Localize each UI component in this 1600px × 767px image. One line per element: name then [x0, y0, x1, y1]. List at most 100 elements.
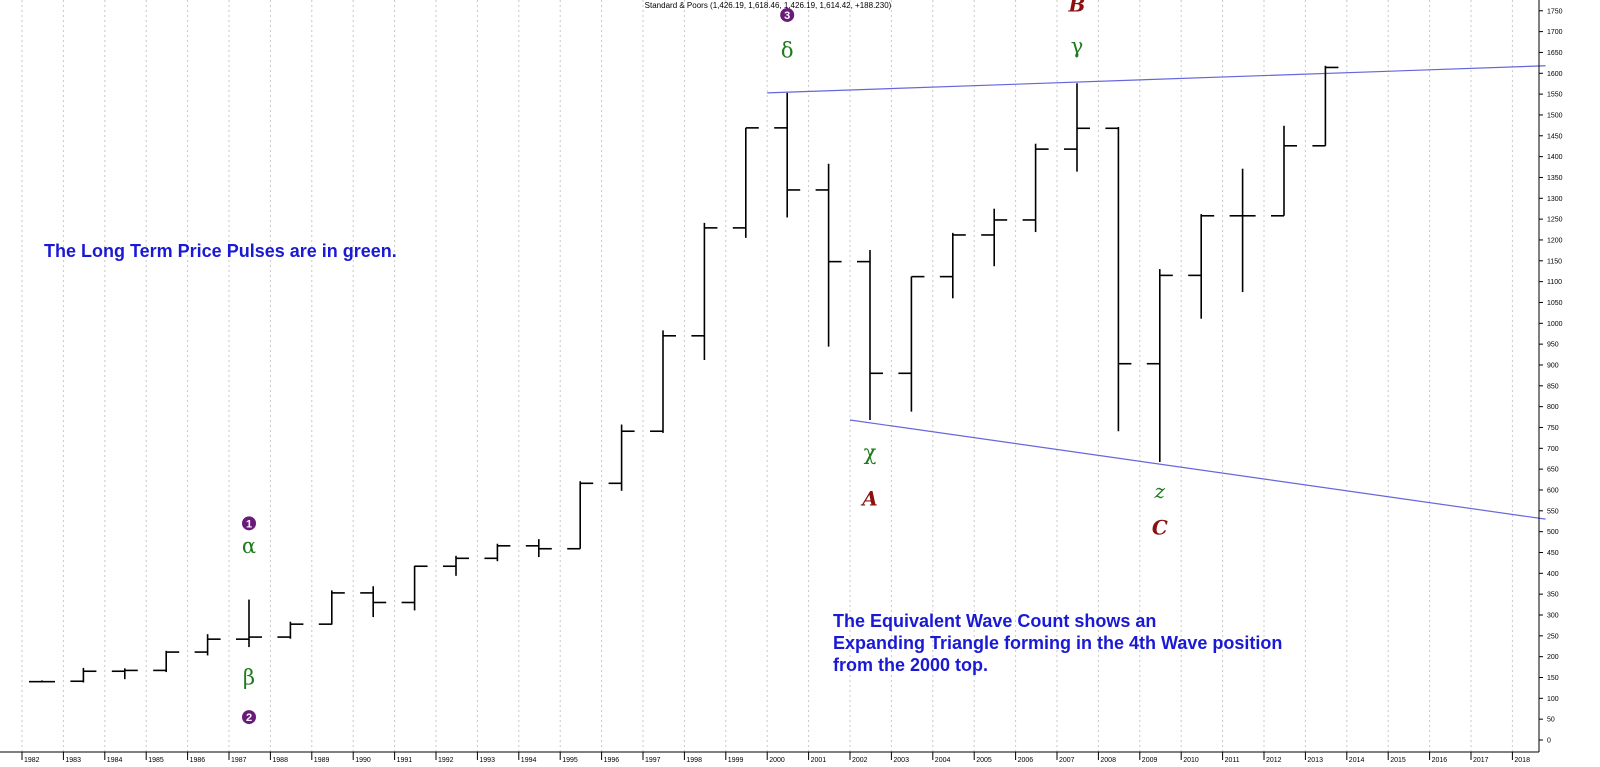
pulse-note: The Long Term Price Pulses are in green. — [44, 240, 397, 262]
y-tick-label-1150: 1150 — [1547, 258, 1562, 265]
ohlc-bar-1983 — [70, 667, 97, 683]
pulse-label-8: χ — [864, 440, 877, 464]
ohlc-bars — [29, 65, 1339, 683]
wave-count-note: The Equivalent Wave Count shows an Expan… — [833, 610, 1282, 676]
ohlc-bar-2006 — [1022, 143, 1049, 233]
y-tick-label-800: 800 — [1547, 404, 1559, 411]
y-tick-label-300: 300 — [1547, 612, 1559, 619]
x-tick-label-2009: 2009 — [1142, 757, 1158, 764]
ohlc-bar-2003 — [898, 275, 925, 412]
pulse-label-2: β — [243, 665, 255, 689]
trendlines — [767, 65, 1546, 520]
y-tick-label-500: 500 — [1547, 529, 1559, 536]
chart-header: Standard & Poors (1,426.19, 1,618.46, 1,… — [645, 1, 892, 10]
x-tick-label-2017: 2017 — [1473, 757, 1489, 764]
x-tick-label-2004: 2004 — [935, 757, 951, 764]
ohlc-bar-2005 — [981, 208, 1008, 267]
wave-label-C: C — [1152, 515, 1168, 539]
y-tick-label-150: 150 — [1547, 675, 1559, 682]
ohlc-bar-2009 — [1146, 269, 1173, 463]
x-tick-label-1992: 1992 — [438, 757, 454, 764]
y-tick-label-1650: 1650 — [1547, 50, 1563, 57]
y-tick-label-1300: 1300 — [1547, 196, 1563, 203]
y-tick-label-1750: 1750 — [1547, 8, 1563, 15]
y-tick-label-400: 400 — [1547, 571, 1559, 578]
x-tick-label-1996: 1996 — [604, 757, 620, 764]
ohlc-bar-1982 — [29, 680, 55, 683]
x-tick-label-2002: 2002 — [852, 757, 868, 764]
ohlc-bar-1995 — [567, 481, 594, 550]
axes: 1982 1983 1984 1985 1986 1987 1988 1989 1990 1991… — [0, 0, 1563, 764]
y-tick-label-700: 700 — [1547, 446, 1559, 453]
y-tick-label-1350: 1350 — [1547, 175, 1563, 182]
ohlc-bar-2002 — [857, 249, 883, 420]
ohlc-bar-1985 — [153, 650, 180, 673]
x-tick-label-1982: 1982 — [24, 757, 40, 764]
ohlc-bar-2008 — [1105, 127, 1132, 432]
wave-label-z: z — [1154, 479, 1166, 503]
y-tick-label-750: 750 — [1547, 425, 1559, 432]
y-tick-label-0: 0 — [1547, 738, 1551, 745]
y-tick-label-850: 850 — [1547, 383, 1559, 390]
ohlc-bar-2010 — [1188, 214, 1215, 319]
x-tick-label-2011: 2011 — [1225, 757, 1240, 764]
x-tick-label-2012: 2012 — [1266, 757, 1282, 764]
x-tick-label-1984: 1984 — [107, 757, 123, 764]
x-tick-label-2001: 2001 — [811, 757, 827, 764]
y-tick-label-1050: 1050 — [1547, 300, 1563, 307]
x-tick-label-2005: 2005 — [976, 757, 992, 764]
ohlc-bar-1997 — [650, 330, 676, 433]
y-tick-label-250: 250 — [1547, 633, 1559, 640]
y-tick-label-200: 200 — [1547, 654, 1559, 661]
ohlc-bar-2011 — [1229, 168, 1256, 293]
pulse-label-7: γ — [1071, 34, 1084, 58]
y-tick-label-100: 100 — [1547, 696, 1559, 703]
circled-number-bg-2 — [242, 710, 256, 725]
x-tick-label-1986: 1986 — [190, 757, 206, 764]
pulse-label-5: δ — [781, 38, 794, 62]
ohlc-bar-1984 — [111, 668, 138, 680]
x-tick-label-1987: 1987 — [231, 757, 247, 764]
x-tick-label-1988: 1988 — [272, 757, 288, 764]
y-tick-label-1400: 1400 — [1547, 154, 1563, 161]
wave-label-B: B — [1068, 0, 1086, 17]
x-tick-label-1991: 1991 — [397, 757, 413, 764]
y-tick-label-550: 550 — [1547, 508, 1559, 515]
circled-number-2: 2 — [242, 710, 256, 725]
y-tick-label-1550: 1550 — [1547, 92, 1563, 99]
x-tick-label-1985: 1985 — [148, 757, 164, 764]
x-tick-label-1994: 1994 — [521, 757, 537, 764]
x-tick-label-2008: 2008 — [1100, 757, 1116, 764]
pulse-label-1: α — [242, 534, 256, 558]
ohlc-bar-1992 — [443, 555, 469, 576]
ohlc-bar-1999 — [732, 127, 759, 238]
wave-note-line-1: The Equivalent Wave Count shows an — [833, 611, 1157, 631]
y-tick-label-350: 350 — [1547, 592, 1559, 599]
ohlc-bar-2007 — [1064, 83, 1090, 172]
y-tick-label-1200: 1200 — [1547, 237, 1563, 244]
ohlc-bar-2012 — [1271, 125, 1297, 217]
y-tick-label-950: 950 — [1547, 342, 1559, 349]
x-tick-label-1983: 1983 — [65, 757, 81, 764]
x-tick-label-1993: 1993 — [479, 757, 495, 764]
x-tick-label-2007: 2007 — [1059, 757, 1075, 764]
trendline-2 — [849, 419, 1546, 520]
circled-number-text-1: 1 — [246, 518, 252, 530]
ohlc-bar-1988 — [277, 621, 304, 639]
y-tick-label-1600: 1600 — [1547, 71, 1563, 78]
y-tick-label-1250: 1250 — [1547, 217, 1563, 224]
circled-number-1: 1 — [242, 516, 256, 531]
ohlc-bar-1993 — [484, 543, 511, 562]
ohlc-bar-1989 — [318, 590, 345, 625]
circled-number-text-2: 2 — [246, 712, 252, 724]
gridlines — [21, 0, 1513, 752]
x-tick-label-2010: 2010 — [1183, 757, 1199, 764]
x-tick-label-1995: 1995 — [562, 757, 578, 764]
ohlc-bar-1990 — [360, 586, 387, 618]
x-tick-label-2018: 2018 — [1514, 757, 1530, 764]
y-tick-label-1000: 1000 — [1547, 321, 1563, 328]
pulse-note-text: The Long Term Price Pulses are in green. — [44, 241, 397, 261]
x-tick-label-2015: 2015 — [1390, 757, 1406, 764]
ohlc-bar-1991 — [401, 565, 428, 611]
